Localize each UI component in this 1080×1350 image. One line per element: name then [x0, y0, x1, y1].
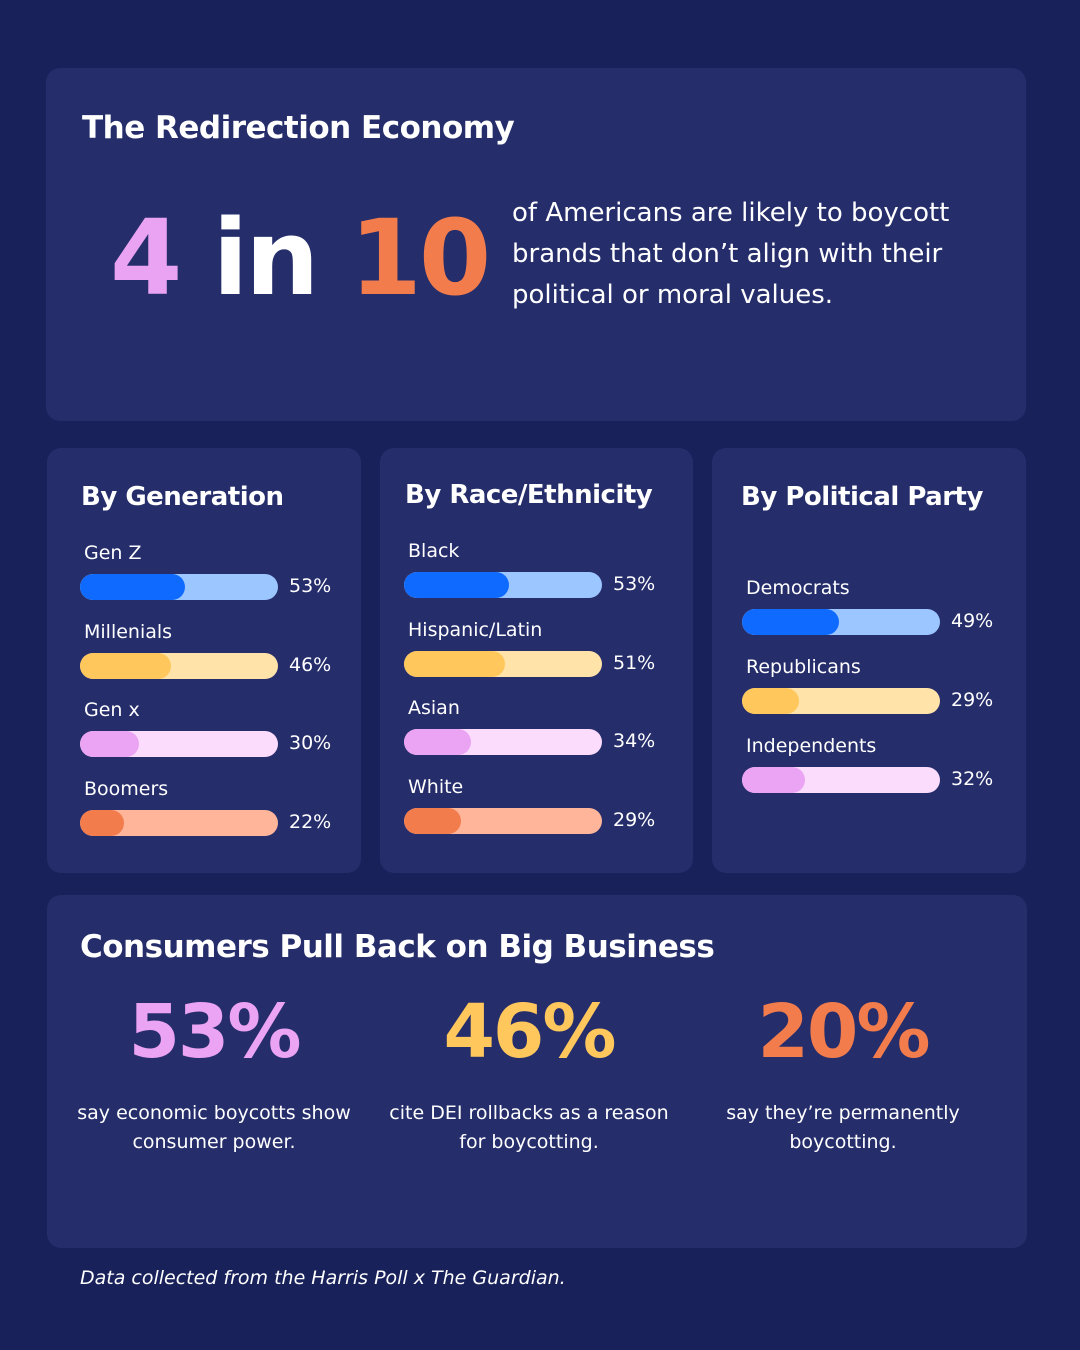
bar-row: Boomers 22%: [80, 778, 350, 840]
hero-stat-total: 10: [349, 197, 491, 319]
bar-category-label: Gen x: [84, 699, 140, 721]
bar-row: Hispanic/Latin 51%: [404, 619, 674, 681]
bar-track: [404, 650, 602, 677]
business-stat-text: say economic boycotts show consumer powe…: [77, 1102, 351, 1153]
bar-fill: [404, 572, 509, 598]
bar-fill: [742, 688, 800, 714]
panel-title: By Political Party: [741, 482, 983, 512]
business-stat-text: cite DEI rollbacks as a reason for boyco…: [389, 1102, 669, 1153]
bar-track: [742, 688, 940, 714]
bar-track: [80, 809, 278, 836]
bar-value-label: 34%: [613, 730, 656, 752]
bar-track: [80, 574, 278, 600]
hero-stat-connector: in: [179, 197, 350, 319]
bar-row: White 29%: [404, 776, 674, 838]
business-stat-value: 46%: [443, 989, 616, 1075]
business-stat: 46% cite DEI rollbacks as a reason for b…: [379, 995, 679, 1157]
bar-value-label: 22%: [289, 810, 332, 833]
panel-title: By Race/Ethnicity: [405, 480, 653, 510]
bar-track: [404, 729, 602, 755]
party-panel: By Political Party Democrats 49% Republica…: [712, 448, 1026, 873]
hero-title: The Redirection Economy: [82, 110, 515, 146]
bar-category-label: Asian: [408, 697, 460, 719]
bar-value-label: 30%: [289, 732, 332, 754]
bar-row: Millenials 46%: [80, 621, 350, 683]
business-stat-value: 20%: [757, 989, 930, 1075]
business-card: Consumers Pull Back on Big Business 53% …: [47, 895, 1027, 1248]
race-panel: By Race/Ethnicity Black 53% Hispanic/Latin…: [380, 448, 693, 873]
bar-fill: [80, 731, 140, 757]
bar-row: Asian 34%: [404, 697, 674, 759]
business-stat: 20% say they’re permanently boycotting.: [693, 995, 993, 1157]
footnote: Data collected from the Harris Poll x Th…: [80, 1267, 566, 1289]
bar-value-label: 51%: [613, 651, 656, 674]
bar-row: Republicans 29%: [742, 656, 1012, 718]
generation-panel: By Generation Gen Z 53% Millenials 46% Gen x…: [47, 448, 361, 873]
bar-fill: [80, 652, 172, 679]
bar-fill: [80, 574, 185, 600]
bar-category-label: Republicans: [746, 656, 861, 678]
bar-track: [404, 807, 602, 834]
business-stat: 53% say economic boycotts show consumer …: [64, 995, 364, 1157]
bar-category-label: Hispanic/Latin: [408, 618, 543, 641]
hero-description: of Americans are likely to boycott brand…: [512, 198, 950, 310]
bar-value-label: 46%: [289, 653, 332, 676]
bar-category-label: Millenials: [84, 620, 173, 643]
bar-row: Democrats 49%: [742, 577, 1012, 639]
bar-row: Independents 32%: [742, 735, 1012, 797]
bar-value-label: 32%: [951, 768, 994, 790]
bar-fill: [742, 767, 806, 793]
bar-value-label: 29%: [951, 689, 994, 711]
bar-category-label: Boomers: [84, 777, 169, 800]
bar-category-label: Black: [408, 540, 460, 562]
bar-row: Black 53%: [404, 540, 674, 602]
bar-value-label: 53%: [613, 573, 656, 595]
bar-category-label: Independents: [746, 735, 877, 757]
bar-fill: [404, 807, 462, 834]
bar-track: [80, 652, 278, 679]
business-stat-text: say they’re permanently boycotting.: [726, 1102, 960, 1153]
bar-value-label: 49%: [951, 610, 994, 632]
bar-value-label: 53%: [289, 575, 332, 597]
bar-fill: [404, 729, 472, 755]
hero-stat: 4 in 10: [110, 206, 491, 310]
bar-category-label: Democrats: [746, 577, 850, 599]
bar-track: [404, 572, 602, 598]
business-stat-value: 53%: [128, 989, 301, 1075]
bar-value-label: 29%: [613, 808, 656, 831]
bar-category-label: White: [408, 775, 464, 798]
panel-title: By Generation: [81, 482, 284, 512]
hero-stat-number: 4: [110, 197, 182, 319]
hero-card: The Redirection Economy 4 in 10 of Ameri…: [46, 68, 1026, 421]
bar-category-label: Gen Z: [84, 542, 142, 564]
bar-track: [742, 609, 940, 635]
bar-fill: [404, 650, 505, 677]
bar-fill: [80, 809, 124, 836]
bar-fill: [742, 609, 840, 635]
bar-track: [742, 767, 940, 793]
bar-track: [80, 731, 278, 757]
business-title: Consumers Pull Back on Big Business: [80, 929, 715, 965]
bar-row: Gen x 30%: [80, 699, 350, 761]
bar-row: Gen Z 53%: [80, 542, 350, 604]
